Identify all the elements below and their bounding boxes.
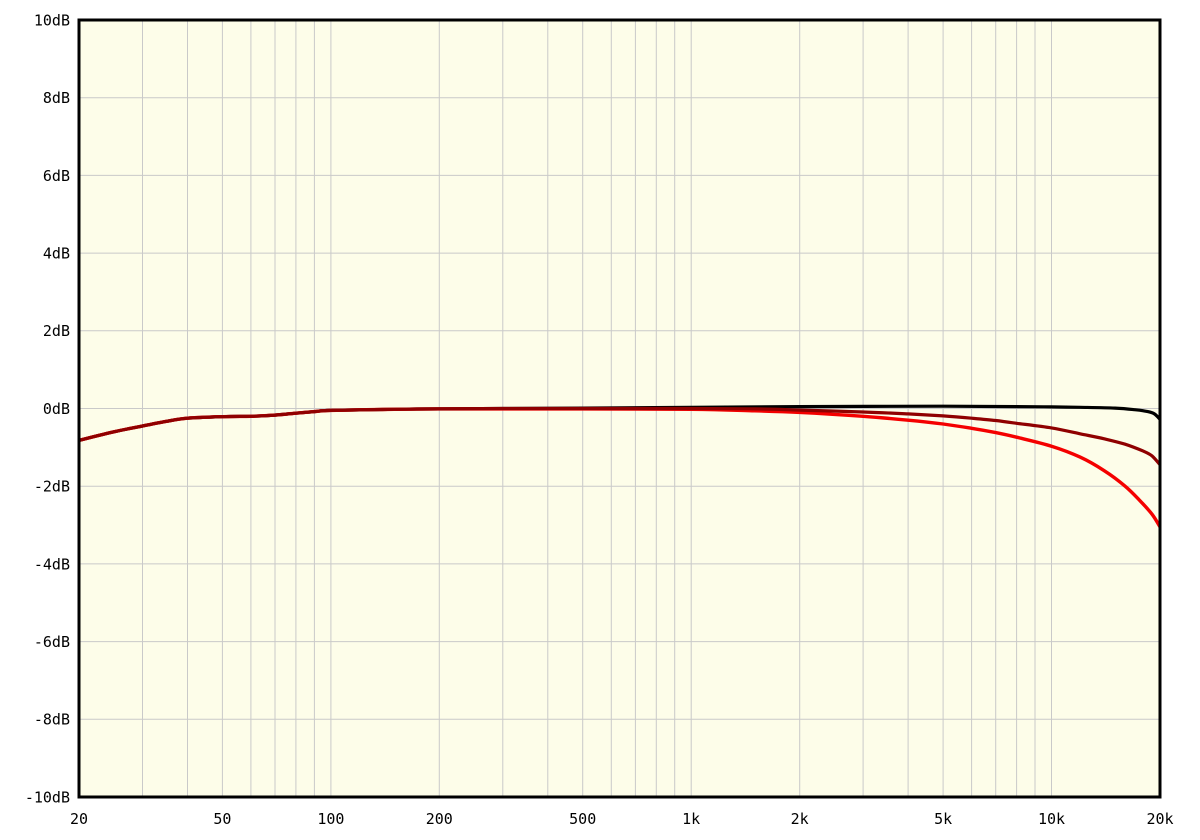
x-tick-label: 10k	[1038, 810, 1065, 828]
dark-red-curve	[79, 406, 1160, 467]
x-tick-label: 20	[70, 810, 88, 828]
y-tick-label: 0dB	[43, 400, 70, 418]
x-tick-label: 5k	[934, 810, 952, 828]
plot-border	[77, 18, 1162, 799]
y-axis-labels: 10dB 8dB 6dB 4dB 2dB 0dB -2dB -4dB -6dB -8dB -10dB	[25, 11, 70, 806]
y-tick-label: -6dB	[34, 633, 70, 651]
x-tick-label: 1k	[682, 810, 700, 828]
y-tick-label: 10dB	[34, 11, 70, 29]
y-tick-label: -4dB	[34, 555, 70, 573]
x-tick-label: 100	[317, 810, 344, 828]
y-tick-label: -8dB	[34, 711, 70, 729]
x-tick-label: 200	[426, 810, 453, 828]
x-tick-label: 50	[213, 810, 231, 828]
y-tick-label: -10dB	[25, 788, 70, 806]
curves	[79, 404, 1160, 529]
x-tick-label: 500	[569, 810, 596, 828]
x-tick-label: 2k	[791, 810, 809, 828]
y-tick-label: 4dB	[43, 245, 70, 263]
x-axis-labels: 20 50 100 200 500 1k 2k 5k 10k 20k	[70, 810, 1174, 828]
y-tick-label: -2dB	[34, 478, 70, 496]
y-tick-label: 2dB	[43, 322, 70, 340]
x-tick-label: 20k	[1146, 810, 1173, 828]
y-tick-label: 6dB	[43, 167, 70, 185]
y-tick-label: 8dB	[43, 89, 70, 107]
